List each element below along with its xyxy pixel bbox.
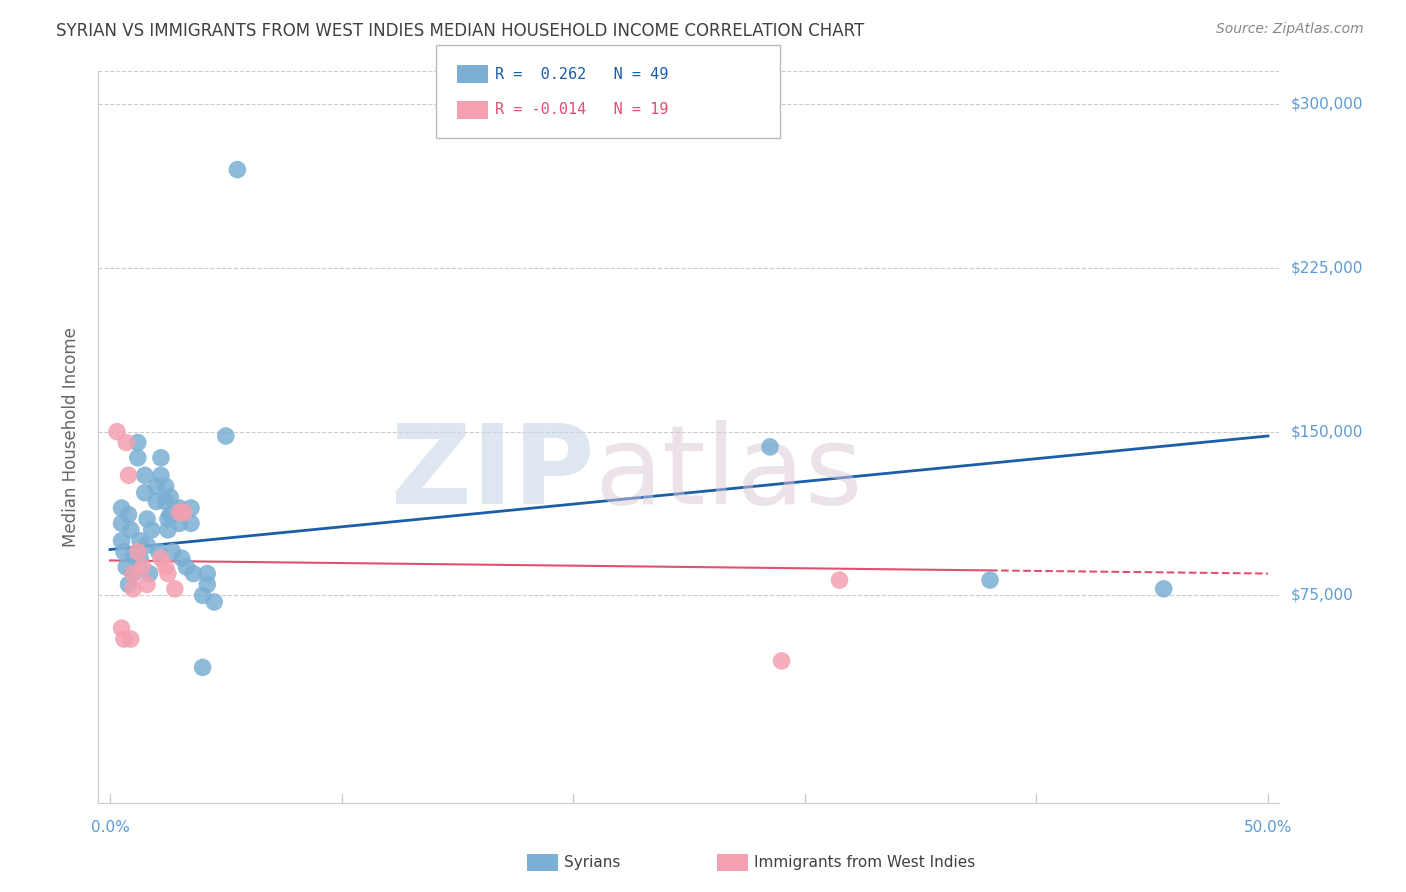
Point (122, 566, 145, 581)
Point (759, 440, 782, 454)
Point (117, 508, 139, 522)
Y-axis label: Median Household Income: Median Household Income (62, 327, 80, 547)
Point (191, 660, 214, 674)
Point (1153, 582, 1175, 596)
Point (162, 545, 184, 559)
Point (155, 479, 177, 493)
Point (195, 566, 218, 581)
Point (117, 468, 139, 483)
Point (122, 582, 145, 596)
Point (770, 654, 793, 668)
Point (828, 573, 851, 587)
Point (120, 523, 142, 537)
Point (979, 573, 1001, 587)
Point (155, 560, 177, 574)
Text: $150,000: $150,000 (1291, 424, 1362, 439)
Point (117, 577, 139, 591)
Point (159, 490, 181, 504)
Point (129, 533, 152, 548)
Point (195, 577, 218, 591)
Text: atlas: atlas (595, 420, 863, 527)
Point (136, 577, 159, 591)
Text: 0.0%: 0.0% (90, 821, 129, 835)
Text: $300,000: $300,000 (1291, 96, 1362, 112)
Point (110, 621, 132, 635)
Point (176, 560, 198, 574)
Point (191, 588, 214, 602)
Point (180, 516, 202, 531)
Point (110, 501, 132, 516)
Text: R =  0.262   N = 49: R = 0.262 N = 49 (495, 67, 668, 81)
Point (149, 450, 172, 465)
Point (159, 508, 181, 522)
Point (156, 512, 179, 526)
Point (131, 560, 153, 574)
Point (122, 549, 145, 563)
Point (169, 505, 191, 519)
Point (226, 162, 249, 177)
Point (148, 545, 170, 559)
Text: Syrians: Syrians (564, 855, 620, 870)
Point (105, 425, 128, 439)
Text: 50.0%: 50.0% (1244, 821, 1292, 835)
Point (134, 485, 156, 500)
Text: R = -0.014   N = 19: R = -0.014 N = 19 (495, 103, 668, 117)
Point (163, 582, 186, 596)
Point (145, 494, 167, 508)
Point (138, 566, 160, 581)
Point (156, 523, 179, 537)
Point (169, 516, 191, 531)
Point (155, 494, 177, 508)
Point (110, 533, 132, 548)
Point (115, 560, 138, 574)
Point (170, 551, 193, 566)
Text: Source: ZipAtlas.com: Source: ZipAtlas.com (1216, 22, 1364, 37)
Point (120, 632, 142, 646)
Text: Immigrants from West Indies: Immigrants from West Indies (754, 855, 974, 870)
Point (127, 450, 149, 465)
Text: $75,000: $75,000 (1291, 588, 1354, 603)
Text: ZIP: ZIP (391, 420, 595, 527)
Point (134, 468, 156, 483)
Point (173, 505, 195, 519)
Point (202, 595, 225, 609)
Point (136, 538, 159, 552)
Point (149, 468, 172, 483)
Point (127, 545, 149, 559)
Point (115, 435, 138, 450)
Point (122, 566, 145, 581)
Point (183, 566, 205, 581)
Point (156, 566, 179, 581)
Point (149, 551, 172, 566)
Text: SYRIAN VS IMMIGRANTS FROM WEST INDIES MEDIAN HOUSEHOLD INCOME CORRELATION CHART: SYRIAN VS IMMIGRANTS FROM WEST INDIES ME… (56, 22, 865, 40)
Point (127, 435, 149, 450)
Point (145, 479, 167, 493)
Point (215, 429, 238, 443)
Point (180, 501, 202, 516)
Point (110, 516, 132, 531)
Point (129, 551, 152, 566)
Text: $225,000: $225,000 (1291, 260, 1362, 276)
Point (141, 523, 163, 537)
Point (169, 501, 191, 516)
Point (112, 545, 135, 559)
Point (136, 512, 159, 526)
Point (112, 632, 135, 646)
